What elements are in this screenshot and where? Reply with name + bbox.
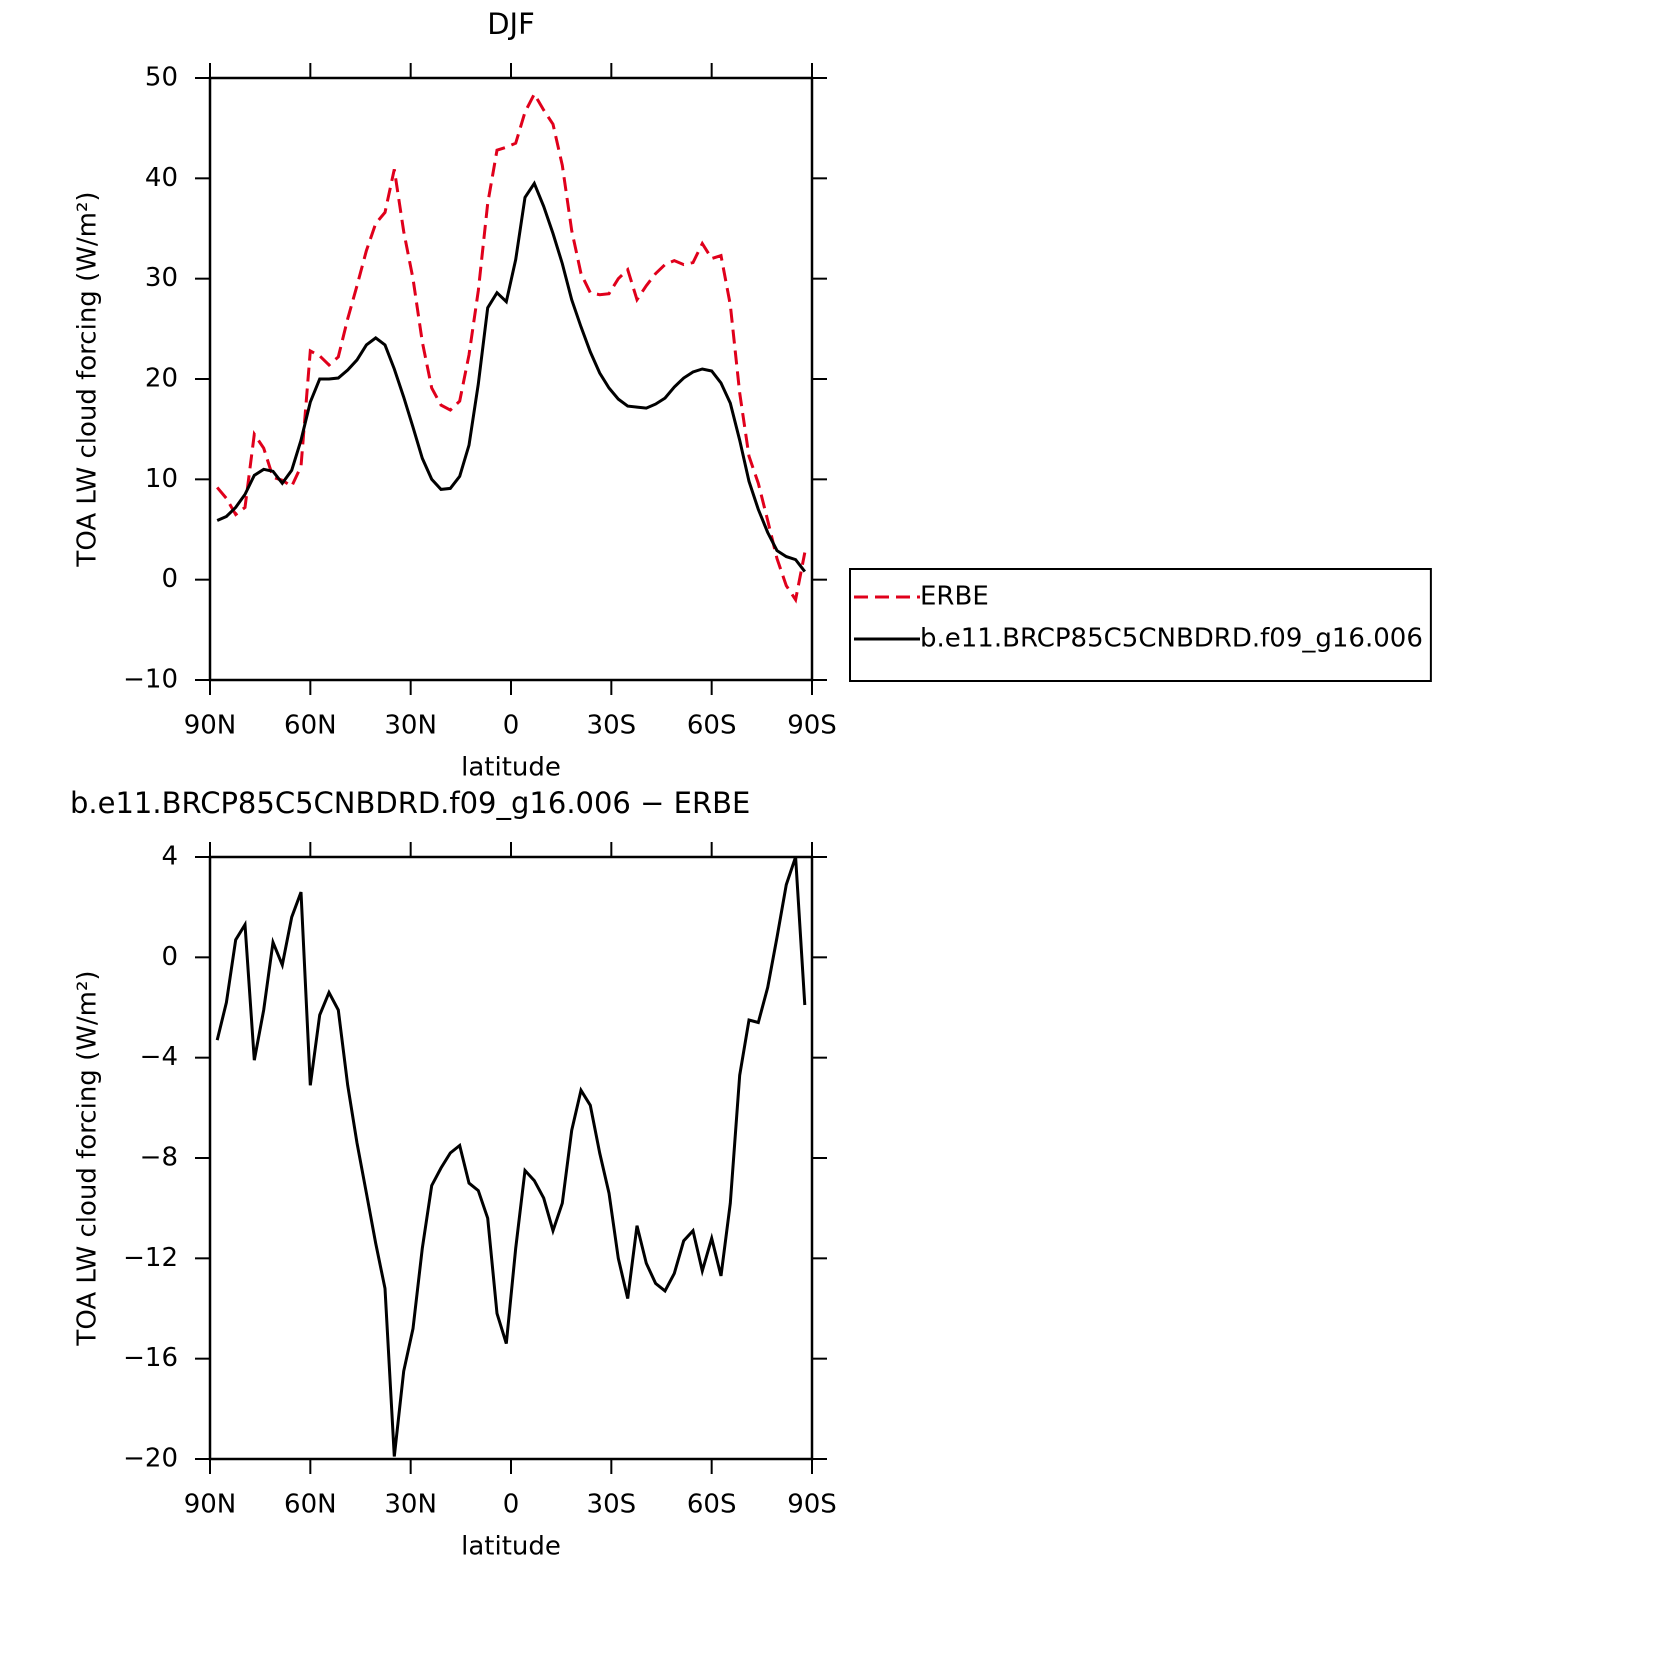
y-tick-label: 10 <box>145 464 178 494</box>
x-tick-label: 90S <box>787 1490 837 1520</box>
x-tick-label: 90N <box>184 1490 237 1520</box>
y-tick-label: 0 <box>161 564 178 594</box>
y-axis-label: TOA LW cloud forcing (W/m²) <box>73 191 103 567</box>
x-tick-label: 30N <box>384 1490 437 1520</box>
x-tick-label: 60S <box>687 711 737 741</box>
legend-frame <box>849 568 1432 682</box>
y-tick-label: 50 <box>145 63 178 93</box>
legend: ERBE b.e11.BRCP85C5CNBDRD.f09_g16.006 <box>849 568 1432 682</box>
data-line <box>215 856 807 1457</box>
y-tick-label: 30 <box>145 263 178 293</box>
x-tick-label: 30S <box>587 711 637 741</box>
x-tick-label: 60S <box>687 1490 737 1520</box>
chart-title: b.e11.BRCP85C5CNBDRD.f09_g16.006 − ERBE <box>70 786 750 820</box>
y-tick-label: −8 <box>140 1143 178 1173</box>
plot-frame <box>208 855 814 1461</box>
y-tick-label: 0 <box>161 942 178 972</box>
chart-title: DJF <box>487 7 535 41</box>
x-axis-label: latitude <box>461 1532 561 1562</box>
x-tick-label: 30S <box>587 1490 637 1520</box>
x-tick-label: 60N <box>284 711 337 741</box>
x-tick-label: 0 <box>503 1490 520 1520</box>
x-tick-label: 90S <box>787 711 837 741</box>
x-tick-label: 60N <box>284 1490 337 1520</box>
y-tick-label: −16 <box>123 1343 178 1373</box>
x-axis-label: latitude <box>461 753 561 783</box>
data-line <box>216 180 806 573</box>
x-tick-label: 30N <box>384 711 437 741</box>
y-tick-label: −4 <box>140 1042 178 1072</box>
y-axis-label: TOA LW cloud forcing (W/m²) <box>73 970 103 1346</box>
legend-label: b.e11.BRCP85C5CNBDRD.f09_g16.006 <box>920 624 1423 654</box>
data-line <box>216 90 807 604</box>
plot-frame <box>208 76 814 682</box>
legend-label: ERBE <box>920 582 989 612</box>
y-tick-label: 20 <box>145 364 178 394</box>
y-tick-label: −10 <box>123 665 178 695</box>
x-tick-label: 0 <box>503 711 520 741</box>
x-tick-label: 90N <box>184 711 237 741</box>
y-tick-label: −20 <box>123 1444 178 1474</box>
y-tick-label: 4 <box>161 842 178 872</box>
y-tick-label: 40 <box>145 163 178 193</box>
y-tick-label: −12 <box>123 1243 178 1273</box>
